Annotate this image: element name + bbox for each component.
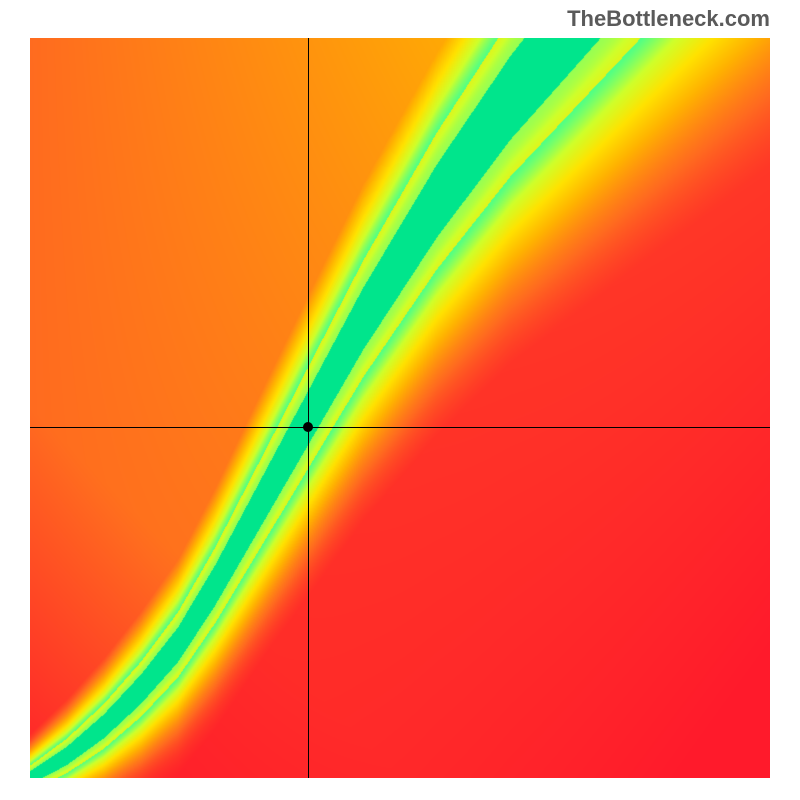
heatmap-plot	[30, 38, 770, 778]
chart-container: TheBottleneck.com	[0, 0, 800, 800]
crosshair-horizontal	[30, 427, 770, 428]
attribution-text: TheBottleneck.com	[567, 6, 770, 32]
crosshair-vertical	[308, 38, 309, 778]
crosshair-marker	[303, 422, 313, 432]
heatmap-canvas	[30, 38, 770, 778]
